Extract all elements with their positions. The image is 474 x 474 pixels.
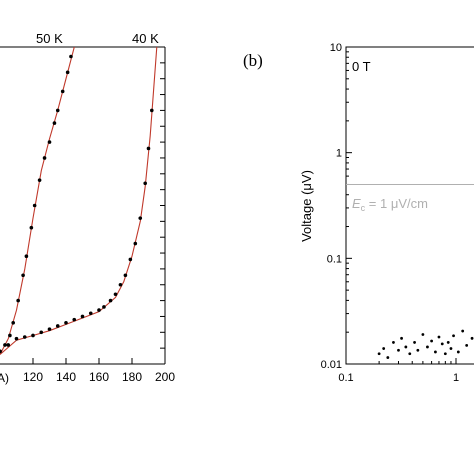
data-point-0t [440, 342, 444, 346]
data-point-50k [16, 298, 20, 303]
data-point-0t [437, 335, 441, 339]
data-point-40k [88, 311, 93, 316]
data-point-50k [42, 156, 47, 160]
data-point-50k [24, 254, 29, 259]
panel-b-y-tick-label: 0.01 [321, 359, 342, 371]
panel-a-right-ticks [160, 62, 165, 349]
data-point-40k [0, 349, 2, 354]
data-point-40k [22, 335, 27, 339]
data-point-40k [97, 308, 101, 312]
panel-a-xlabel-fragment: A) [0, 371, 9, 385]
data-point-0t [430, 339, 433, 343]
data-point-40k [113, 292, 118, 297]
data-point-40k [146, 146, 151, 151]
data-point-0t [416, 348, 420, 352]
annotation-40k: 40 K [132, 31, 159, 46]
data-point-0t [377, 352, 381, 356]
data-point-50k [11, 320, 15, 325]
criterion-subscript: c [361, 203, 366, 213]
data-point-40k [133, 241, 138, 246]
data-point-50k [65, 70, 70, 75]
panel-a-data-points [0, 54, 154, 354]
data-point-50k [29, 225, 34, 230]
data-point-40k [118, 282, 123, 287]
data-point-40k [108, 298, 113, 303]
data-point-40k [47, 327, 52, 331]
panel-a-x-tick-label: 140 [56, 370, 76, 384]
panel-b-x-tick-label: 0.1 [338, 372, 353, 384]
data-point-0t [400, 336, 403, 340]
panel-a-x-tick-label: 120 [23, 370, 43, 384]
data-point-40k [80, 314, 85, 319]
data-point-0t [413, 341, 416, 344]
panel-a: 120 140 160 180 200 50 K 40 K A) [0, 31, 175, 385]
data-point-0t [461, 329, 465, 333]
data-point-40k [143, 181, 147, 186]
data-point-0t [421, 333, 425, 336]
data-point-40k [138, 216, 143, 220]
data-point-50k [52, 121, 57, 125]
data-point-50k [3, 343, 7, 347]
data-point-40k [128, 257, 133, 262]
panel-b-y-tick-label: 0.1 [327, 253, 342, 265]
fit-curve-40k [0, 46, 158, 355]
panel-a-x-ticks: 120 140 160 180 200 [23, 358, 175, 384]
panel-a-x-tick-label: 200 [155, 370, 175, 384]
data-point-0t [392, 341, 395, 344]
data-point-50k [37, 178, 42, 182]
data-point-40k [72, 317, 77, 322]
data-point-50k [60, 89, 65, 94]
data-point-0t [456, 350, 460, 354]
criterion-rest: = 1 μV/cm [365, 196, 428, 211]
data-point-40k [64, 320, 68, 325]
data-point-50k [32, 203, 37, 208]
data-point-0t [452, 334, 455, 338]
panel-b-x-tick-label: 1 [453, 372, 459, 384]
data-point-40k [6, 343, 11, 347]
panel-b-y-ticks: 0.01 0.1 1 10 [321, 42, 352, 371]
panel-b-y-tick-label: 1 [336, 148, 342, 160]
data-point-40k [150, 108, 154, 113]
fit-curve-50k [0, 46, 75, 355]
data-point-0t [443, 352, 447, 356]
data-point-0t [382, 347, 386, 350]
data-point-0t [426, 345, 429, 349]
panel-b-label: (b) [243, 51, 263, 70]
data-point-40k [102, 305, 106, 309]
data-point-0t [446, 341, 450, 344]
data-point-0t [470, 336, 474, 340]
data-point-0t [465, 343, 469, 347]
criterion-label: Ec = 1 μV/cm [352, 196, 428, 213]
data-point-40k [14, 336, 19, 341]
data-point-40k [31, 333, 35, 338]
data-point-0t [408, 352, 412, 356]
panel-a-x-tick-label: 180 [122, 370, 142, 384]
criterion-E: E [352, 196, 361, 211]
panel-a-x-tick-label: 160 [89, 370, 109, 384]
panel-b-y-tick-label: 10 [330, 42, 342, 54]
data-point-50k [69, 54, 73, 59]
data-point-0t [397, 348, 400, 352]
data-point-0t [434, 350, 437, 354]
data-point-50k [8, 333, 12, 338]
panel-b-x-ticks: 0.1 1 [338, 358, 459, 384]
data-point-50k [55, 108, 60, 113]
data-point-0t [449, 347, 453, 350]
data-point-40k [123, 273, 128, 278]
data-point-50k [21, 273, 25, 278]
panel-b-frame [345, 46, 474, 365]
field-label: 0 T [352, 59, 371, 74]
panel-b-data-points [377, 329, 474, 359]
panel-b-ylabel: Voltage (μV) [299, 170, 314, 242]
panel-a-fit-curves [0, 46, 158, 355]
data-point-40k [39, 330, 44, 335]
data-point-50k [47, 140, 52, 144]
data-point-0t [386, 356, 390, 359]
data-point-40k [55, 324, 60, 328]
annotation-50k: 50 K [36, 31, 63, 46]
data-point-0t [404, 345, 408, 349]
